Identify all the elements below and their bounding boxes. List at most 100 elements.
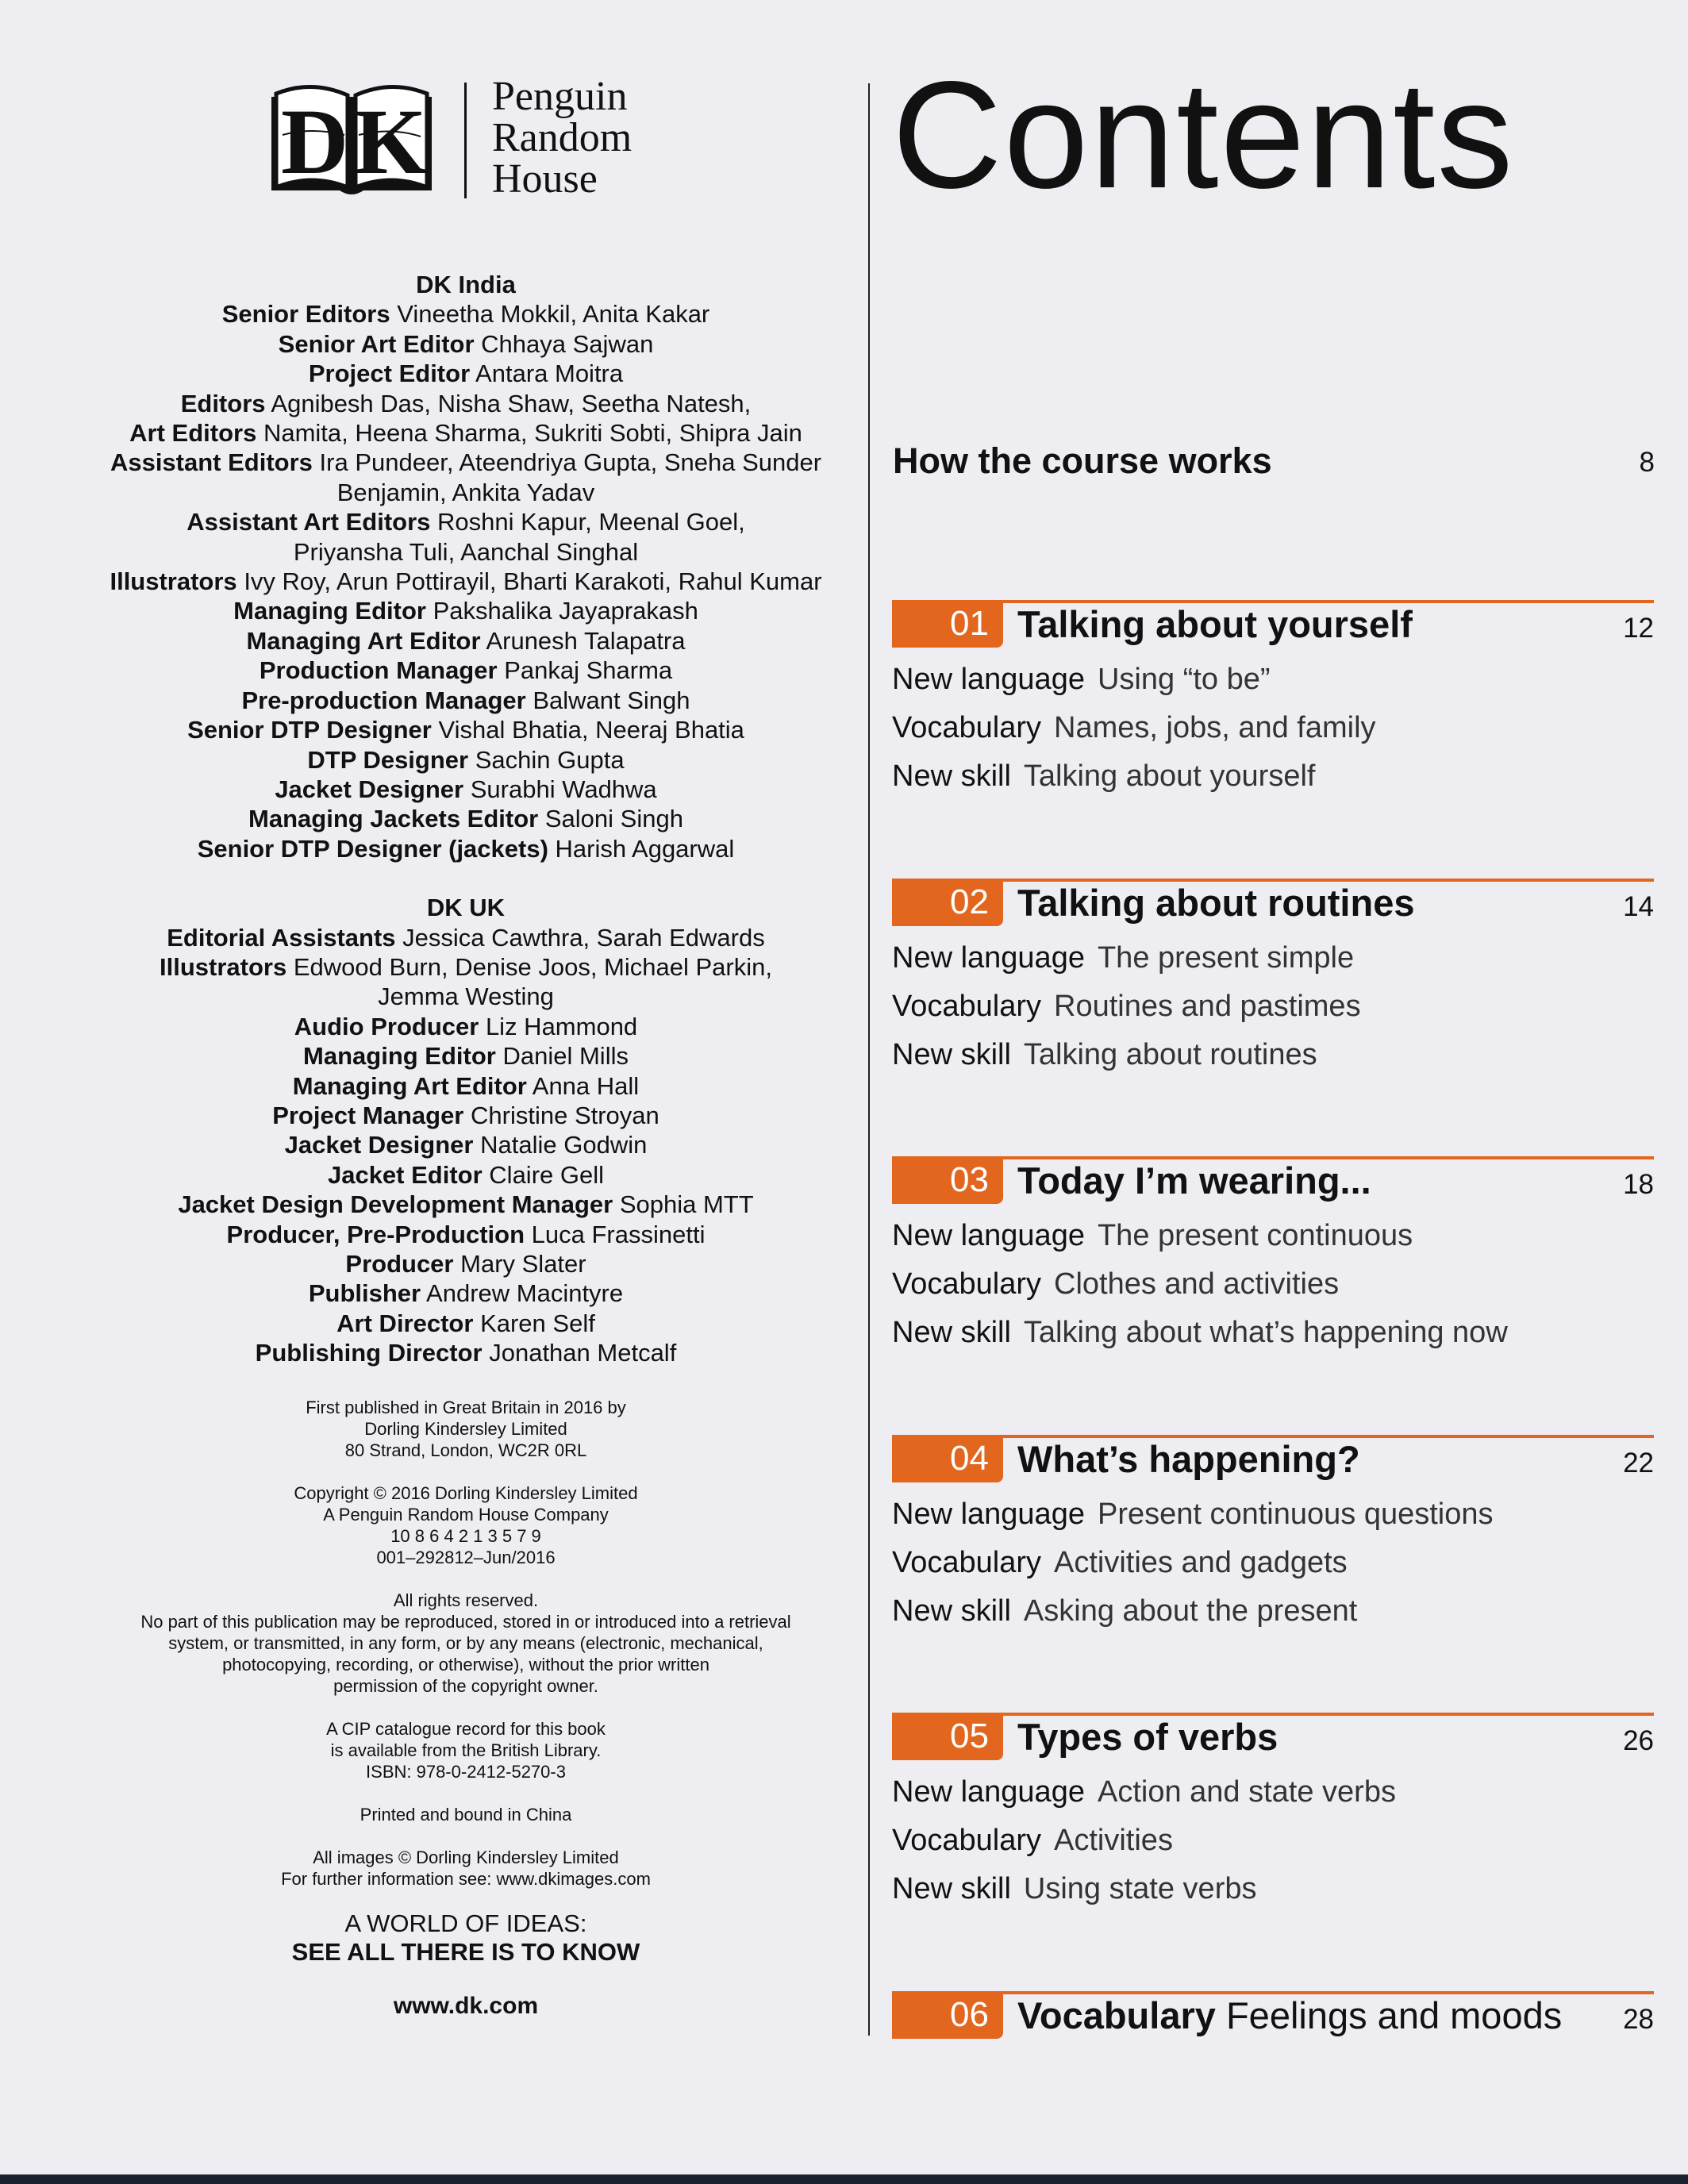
toc-entry-title: How the course works [893,440,1272,481]
detail-value: Present continuous questions [1097,1497,1494,1531]
credit-name: Benjamin, Ankita Yadav [336,478,595,506]
credit-role: Project Manager [272,1101,464,1129]
section-number-badge: 06 [892,1990,1003,2039]
credit-role: Producer, Pre-Production [226,1220,525,1248]
imprint-page: First published in Great Britain in 2016… [32,1397,900,2019]
page-number: 26 [1623,1725,1654,1756]
credit-line: Art Editors Namita, Heena Sharma, Sukrit… [32,418,900,448]
section-title-bold: What’s happening? [1017,1437,1360,1480]
credit-name: Pakshalika Jayaprakash [433,597,698,625]
credit-role: Publishing Director [255,1339,483,1367]
credits-heading-uk: DK UK [426,894,506,922]
publisher-line: House [492,156,598,202]
page-number: 18 [1623,1169,1654,1200]
page-number: 28 [1623,2003,1654,2035]
section-detail-row: New language Using “to be” [892,662,1271,697]
credit-role: Jacket Design Development Manager [178,1190,613,1219]
page-number: 22 [1623,1447,1654,1478]
imprint-line: 001–292812–Jun/2016 [376,1548,556,1567]
imprint-block: A CIP catalogue record for this book is a… [32,1718,900,1782]
credit-name: Sophia MTT [619,1190,754,1219]
detail-label: New skill [892,759,1011,793]
credit-name: Jessica Cawthra, Sarah Edwards [402,923,765,952]
toc-section-03[interactable]: 03 Today I’m wearing... 18 New language The … [892,1156,1654,1349]
section-title-bold: Talking about yourself [1017,603,1413,645]
website-link[interactable]: www.dk.com [393,1993,539,2019]
section-rule [892,1990,1654,1994]
credit-line: Managing Editor Daniel Mills [32,1041,900,1071]
section-rule [892,600,1654,603]
credit-line: Editors Agnibesh Das, Nisha Shaw, Seetha… [32,389,900,418]
imprint-line: No part of this publication may be repro… [140,1612,791,1632]
credit-name: Luca Frassinetti [531,1220,706,1248]
credit-line: Assistant Editors Ira Pundeer, Ateendriy… [32,448,900,477]
credit-line: Managing Editor Pakshalika Jayaprakash [32,596,900,625]
credit-line: Jemma Westing [32,982,900,1011]
section-detail-row: Vocabulary Clothes and activities [892,1267,1339,1302]
svg-text:K: K [354,90,427,194]
credit-role: Managing Art Editor [292,1071,527,1100]
section-detail-row: New language Present continuous questions [892,1497,1494,1532]
section-rule [892,878,1654,882]
section-detail-row: Vocabulary Names, jobs, and family [892,710,1376,745]
page-title: Contents [892,49,1515,220]
credit-line: Illustrators Ivy Roy, Arun Pottirayil, B… [32,567,900,596]
credit-name: Andrew Macintyre [426,1279,624,1308]
toc-entry-how-the-course-works[interactable]: How the course works 8 [893,440,1655,488]
toc-section-04[interactable]: 04 What’s happening? 22 New language Present… [892,1434,1654,1628]
toc-section-01[interactable]: 01 Talking about yourself 12 New language Us… [892,600,1654,793]
section-detail-row: New skill Talking about yourself [892,759,1315,794]
publisher-name: Penguin Random House [492,76,632,200]
credit-name: Natalie Godwin [480,1131,648,1159]
detail-value: Activities and gadgets [1054,1545,1348,1579]
credit-role: Jacket Editor [327,1160,483,1189]
credit-line: Priyansha Tuli, Aanchal Singhal [32,537,900,567]
credit-role: Senior Editors [221,300,390,329]
section-title-bold: Today I’m wearing... [1017,1159,1371,1202]
section-number-badge: 02 [892,878,1003,926]
detail-value: Clothes and activities [1054,1267,1340,1301]
detail-value: Using state verbs [1023,1872,1257,1905]
credit-line: Project Manager Christine Stroyan [32,1101,900,1130]
credit-name: Saloni Singh [544,805,683,833]
section-number-badge: 04 [892,1434,1003,1482]
credit-role: Art Editors [129,419,257,448]
imprint-line: 10 8 6 4 2 1 3 5 7 9 [390,1526,541,1546]
dk-book-logo-icon: D K [271,85,432,194]
section-title: What’s happening? [1017,1437,1360,1482]
section-number-badge: 05 [892,1713,1003,1760]
credit-name: Pankaj Sharma [504,656,673,685]
imprint-block: First published in Great Britain in 2016… [32,1397,900,1461]
detail-value: Talking about routines [1023,1037,1317,1071]
credit-name: Roshni Kapur, Meenal Goel, [437,508,745,536]
toc-section-02[interactable]: 02 Talking about routines 14 New language Th… [892,878,1654,1071]
credit-line: Editorial Assistants Jessica Cawthra, Sa… [32,923,900,952]
credit-role: Illustrators [110,567,237,596]
dk-penguin-random-house-logo: D K Penguin Random House [268,76,673,200]
imprint-line: permission of the copyright owner. [333,1676,598,1696]
section-rule [892,1156,1654,1159]
detail-label: Vocabulary [892,1824,1042,1857]
section-title: Types of verbs [1017,1715,1278,1759]
credit-role: Jacket Designer [275,775,464,803]
credit-name: Vineetha Mokkil, Anita Kakar [397,300,710,329]
section-title: Today I’m wearing... [1017,1159,1371,1203]
credit-name: Balwant Singh [533,686,690,714]
toc-section-05[interactable]: 05 Types of verbs 26 New language Action and… [892,1713,1654,1905]
credit-line: Senior DTP Designer Vishal Bhatia, Neera… [32,715,900,744]
credits: DK India Senior Editors Vineetha Mokkil,… [32,270,900,1368]
section-title: Vocabulary Feelings and moods [1017,1994,1562,2038]
page-number: 14 [1623,890,1654,922]
credit-name: Harish Aggarwal [555,834,735,863]
credit-line: Benjamin, Ankita Yadav [32,478,900,507]
credit-name: Christine Stroyan [471,1101,659,1129]
credit-line: DTP Designer Sachin Gupta [32,745,900,775]
credit-role: Senior DTP Designer (jackets) [197,834,548,863]
detail-label: New language [892,663,1085,696]
credit-line: Managing Art Editor Anna Hall [32,1071,900,1101]
imprint-line: Dorling Kindersley Limited [364,1419,567,1439]
toc-section-06[interactable]: 06 Vocabulary Feelings and moods 28 [892,1990,1654,2039]
detail-value: Names, jobs, and family [1054,711,1376,744]
credit-role: Managing Editor [303,1042,496,1071]
credit-line: Senior DTP Designer (jackets) Harish Agg… [32,834,900,863]
